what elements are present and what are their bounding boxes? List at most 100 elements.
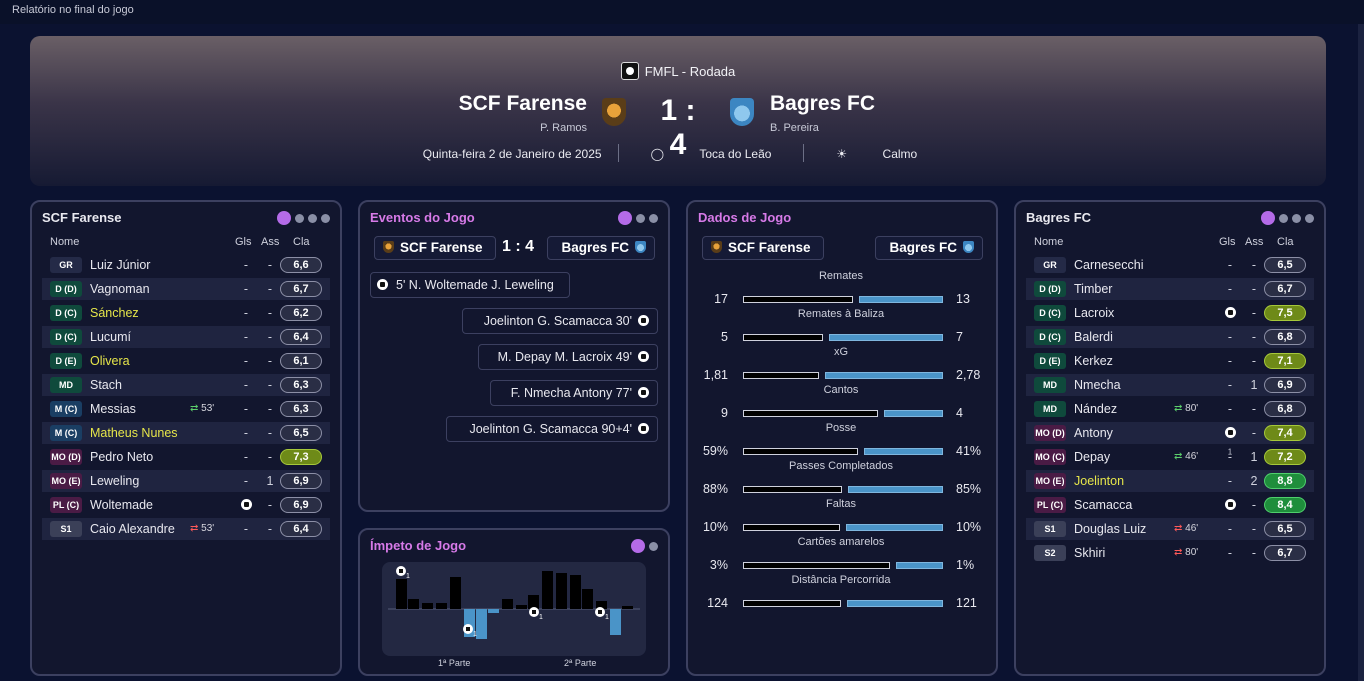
player-name[interactable]: Leweling [90, 474, 140, 488]
page-dot-active[interactable] [277, 211, 291, 225]
page-dot[interactable] [308, 214, 317, 223]
player-name[interactable]: Vagnoman [90, 282, 150, 296]
page-dot[interactable] [649, 542, 658, 551]
player-name[interactable]: Olivera [90, 354, 130, 368]
player-name[interactable]: Douglas Luiz [1074, 522, 1147, 536]
player-name[interactable]: Depay [1074, 450, 1111, 464]
home-team-name[interactable]: SCF Farense [458, 92, 587, 115]
page-dots[interactable] [614, 210, 658, 228]
player-row[interactable]: D (C) Balerdi - -6,8 [1026, 326, 1314, 348]
player-row[interactable]: M (C) Matheus Nunes - -6,5 [42, 422, 330, 444]
player-row[interactable]: D (C)Lacroix1-7,5 [1026, 302, 1314, 337]
stat-label: Cartões amarelos [797, 536, 885, 548]
col-assists[interactable]: Ass [1245, 236, 1264, 248]
col-rating[interactable]: Cla [293, 236, 310, 248]
player-name[interactable]: Carnesecchi [1074, 258, 1144, 272]
substitution: ⇄ 46' [1174, 451, 1198, 462]
player-name[interactable]: Sánchez [90, 306, 139, 320]
player-row[interactable]: D (C) Sánchez - -6,2 [42, 302, 330, 324]
goal-event[interactable]: Joelinton G. Scamacca 30' [462, 308, 658, 334]
player-row[interactable]: MD Nández ⇄ 80' - -6,8 [1026, 398, 1314, 420]
player-name[interactable]: Lucumí [90, 330, 131, 344]
player-row[interactable]: MD Nmecha - 1 6,9 [1026, 374, 1314, 396]
player-name[interactable]: Lacroix [1074, 306, 1115, 320]
player-name[interactable]: Skhiri [1074, 546, 1106, 560]
player-row[interactable]: MO (C) Depay ⇄ 46' -1 7,2 [1026, 446, 1314, 468]
player-row[interactable]: MO (D) Pedro Neto - -7,3 [42, 446, 330, 468]
col-name[interactable]: Nome [1034, 236, 1064, 248]
page-dot[interactable] [321, 214, 330, 223]
stats-away-team[interactable]: Bagres FC [875, 236, 983, 260]
player-row[interactable]: D (C) Lucumí - -6,4 [42, 326, 330, 348]
player-name[interactable]: Joelinton [1074, 474, 1125, 488]
player-name[interactable]: Timber [1074, 282, 1113, 296]
page-dot[interactable] [1305, 214, 1314, 223]
player-name[interactable]: Luiz Júnior [90, 258, 151, 272]
goal-event[interactable]: M. Depay M. Lacroix 49' [478, 344, 658, 370]
player-row[interactable]: S2 Skhiri ⇄ 80' - -6,7 [1026, 542, 1314, 564]
page-dot[interactable] [1292, 214, 1301, 223]
player-row[interactable]: PL (C)Scamacca2-8,4 [1026, 494, 1314, 529]
substitution: ⇄ 53' [190, 523, 214, 534]
player-row[interactable]: D (D) Vagnoman - -6,7 [42, 278, 330, 300]
player-row[interactable]: MD Stach - -6,3 [42, 374, 330, 396]
player-name[interactable]: Nmecha [1074, 378, 1121, 392]
player-row[interactable]: GR Luiz Júnior - -6,6 [42, 254, 330, 276]
page-dot[interactable] [636, 214, 645, 223]
player-row[interactable]: S1 Caio Alexandre ⇄ 53' - -6,4 [42, 518, 330, 540]
page-dots[interactable] [627, 538, 658, 556]
position-badge: GR [50, 257, 82, 273]
stadium[interactable]: ◯ Toca do Leão [619, 147, 804, 161]
player-name[interactable]: Matheus Nunes [90, 426, 178, 440]
player-row[interactable]: PL (C)Woltemade1-6,9 [42, 494, 330, 529]
away-coach[interactable]: B. Pereira [770, 122, 819, 134]
player-row[interactable]: D (D) Timber - -6,7 [1026, 278, 1314, 300]
goal-event[interactable]: 5' N. Woltemade J. Leweling [370, 272, 570, 298]
player-name[interactable]: Caio Alexandre [90, 522, 175, 536]
player-row[interactable]: S1 Douglas Luiz ⇄ 46' - -6,5 [1026, 518, 1314, 540]
player-name[interactable]: Messias [90, 402, 136, 416]
player-row[interactable]: MO (E) Joelinton - 2 8,8 [1026, 470, 1314, 492]
player-name[interactable]: Stach [90, 378, 122, 392]
goal-count: 1 [406, 573, 410, 580]
stats-home-team[interactable]: SCF Farense [702, 236, 824, 260]
events-away-team[interactable]: Bagres FC [547, 236, 655, 260]
stat-label: Distância Percorrida [791, 574, 891, 586]
away-team-name[interactable]: Bagres FC [770, 92, 876, 115]
col-assists[interactable]: Ass [261, 236, 280, 248]
player-name[interactable]: Kerkez [1074, 354, 1113, 368]
player-name[interactable]: Nández [1074, 402, 1118, 416]
player-name[interactable]: Scamacca [1074, 498, 1133, 512]
player-row[interactable]: M (C) Messias ⇄ 53' - -6,3 [42, 398, 330, 420]
col-goals[interactable]: Gls [1219, 236, 1236, 248]
player-row[interactable]: D (E) Kerkez - -7,1 [1026, 350, 1314, 372]
player-row[interactable]: D (E) Olivera - -6,1 [42, 350, 330, 372]
page-dot[interactable] [1279, 214, 1288, 223]
goal-event[interactable]: F. Nmecha Antony 77' [490, 380, 658, 406]
col-goals[interactable]: Gls [235, 236, 252, 248]
page-dot[interactable] [649, 214, 658, 223]
page-dot-active[interactable] [618, 211, 632, 225]
home-coach[interactable]: P. Ramos [540, 122, 587, 134]
page-dot-active[interactable] [631, 539, 645, 553]
player-name[interactable]: Woltemade [90, 498, 153, 512]
player-row[interactable]: MO (E) Leweling - 1 6,9 [42, 470, 330, 492]
page-dot-active[interactable] [1261, 211, 1275, 225]
page-dot[interactable] [295, 214, 304, 223]
scrollbar[interactable] [1358, 24, 1364, 681]
stat-label: Remates [818, 270, 864, 282]
page-dots[interactable] [273, 210, 330, 228]
player-name[interactable]: Balerdi [1074, 330, 1113, 344]
goal-event[interactable]: Joelinton G. Scamacca 90+4' [446, 416, 658, 442]
player-name[interactable]: Antony [1074, 426, 1113, 440]
player-row[interactable]: MO (D) Antony 1 -7,4 [1026, 422, 1314, 457]
col-rating[interactable]: Cla [1277, 236, 1294, 248]
page-dots[interactable] [1257, 210, 1314, 228]
goals: - [243, 306, 249, 320]
player-row[interactable]: GR Carnesecchi - -6,5 [1026, 254, 1314, 276]
events-home-team[interactable]: SCF Farense [374, 236, 496, 260]
competition[interactable]: FMFL - Rodada [30, 62, 1326, 80]
col-name[interactable]: Nome [50, 236, 80, 248]
player-name[interactable]: Pedro Neto [90, 450, 154, 464]
momentum-bar [488, 609, 499, 613]
